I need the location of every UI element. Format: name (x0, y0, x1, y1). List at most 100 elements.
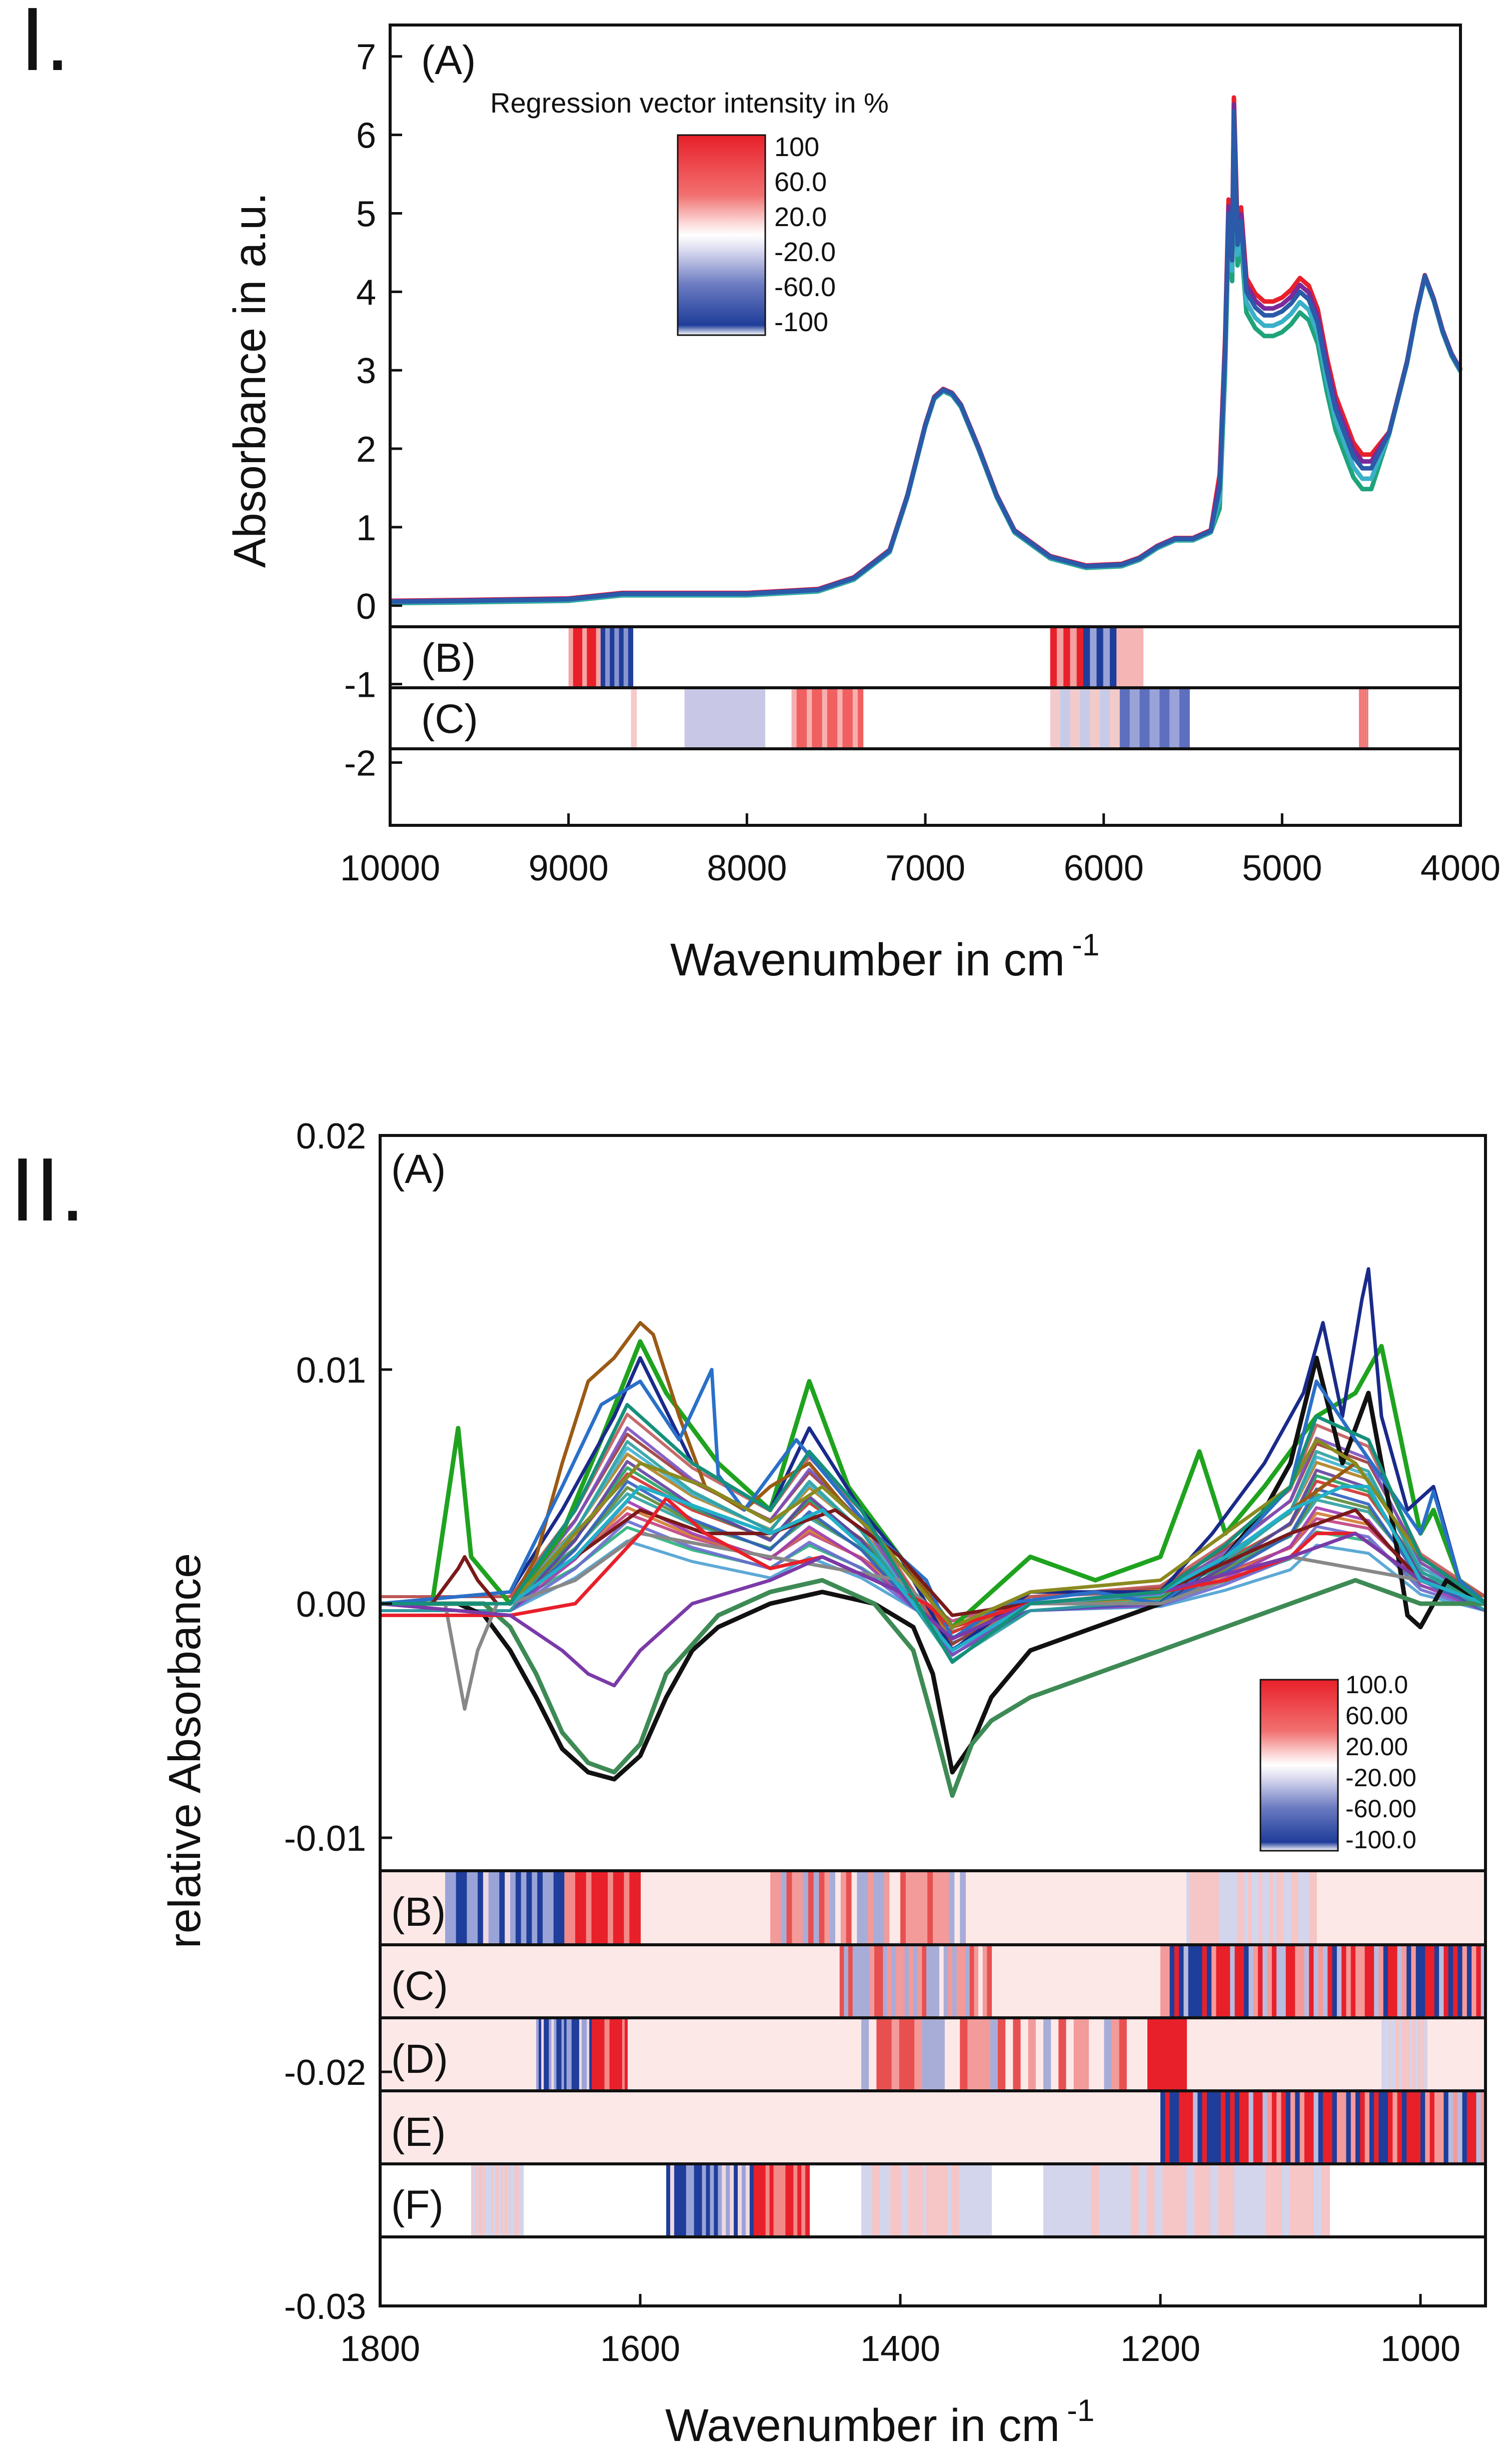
regression-band-ii (511, 2164, 514, 2237)
regression-band-ii (674, 2164, 679, 2237)
regression-band-ii (1051, 2018, 1059, 2091)
regression-band-ii (1178, 2018, 1180, 2091)
regression-band-ii (998, 2018, 1006, 2091)
regression-band-ii (1013, 2018, 1021, 2091)
regression-band-ii (1210, 2164, 1219, 2237)
regression-band-ii (933, 2164, 938, 2237)
plot-frame-ii (379, 1134, 1487, 2307)
regression-band-ii (1218, 2164, 1227, 2237)
regression-band-i-c (724, 688, 731, 749)
regression-band-i-c (1360, 688, 1361, 749)
regression-band-ii (1420, 2091, 1426, 2164)
y-tick-label-i: 6 (356, 116, 376, 156)
sublabel-ii-d: (D) (391, 2036, 448, 2082)
spectrum-line-i (390, 102, 1462, 604)
regression-band-ii (1415, 1945, 1421, 2018)
regression-band-ii (875, 2164, 880, 2237)
regression-band-ii (904, 2164, 909, 2237)
regression-band-ii (509, 2164, 511, 2237)
sublabel-ii-c: (C) (391, 1963, 448, 2009)
regression-band-ii (954, 1871, 961, 1945)
regression-band-ii (978, 1945, 983, 2018)
regression-band-ii (962, 2164, 967, 2237)
regression-band-i-b (1109, 627, 1117, 688)
regression-band-ii (1318, 2091, 1323, 2164)
regression-band-ii (1169, 1945, 1175, 2018)
regression-band-ii (1202, 2164, 1211, 2237)
regression-band-ii (1409, 2018, 1411, 2091)
regression-band-ii (889, 1871, 896, 1945)
regression-band-ii (1285, 1945, 1291, 2018)
regression-band-ii (1291, 1871, 1295, 1945)
regression-band-ii (517, 2164, 520, 2237)
regression-band-ii (948, 1945, 953, 2018)
regression-band-ii (1174, 2018, 1176, 2091)
regression-band-ii (891, 1945, 897, 2018)
regression-band-i-b (610, 627, 615, 688)
regression-band-ii (865, 1945, 871, 2018)
regression-band-ii (461, 1871, 468, 1945)
regression-band-ii (480, 2164, 482, 2237)
regression-band-ii (1374, 1945, 1379, 2018)
regression-band-ii (478, 1871, 484, 1945)
regression-band-i-b (1116, 627, 1124, 688)
regression-band-ii (614, 2018, 618, 2091)
regression-band-ii (1171, 2018, 1173, 2091)
regression-band-ii (541, 2018, 545, 2091)
regression-band-ii (878, 1945, 884, 2018)
regression-band-ii (1115, 2164, 1123, 2237)
regression-band-i-c (696, 688, 702, 749)
regression-band-ii (803, 1871, 809, 1945)
regression-band-ii (1394, 2018, 1396, 2091)
regression-band-ii (1294, 1871, 1299, 1945)
regression-band-ii (891, 2018, 900, 2091)
regression-band-ii (1258, 2091, 1263, 2164)
regression-band-ii (1401, 2091, 1407, 2164)
regression-band-ii (1309, 2091, 1314, 2164)
regression-band-ii (1295, 2091, 1300, 2164)
regression-band-ii (937, 2164, 941, 2237)
regression-band-ii (1411, 2091, 1416, 2164)
regression-band-ii (477, 2164, 479, 2237)
regression-band-ii (1211, 2091, 1217, 2164)
regression-band-i-b (623, 627, 629, 688)
regression-band-ii (599, 2018, 603, 2091)
regression-band-ii (797, 1871, 803, 1945)
regression-band-i-b (1103, 627, 1110, 688)
regression-band-ii (897, 2164, 902, 2237)
regression-band-ii (571, 2018, 575, 2091)
regression-band-ii (1178, 2164, 1187, 2237)
regression-band-ii (1182, 2018, 1184, 2091)
regression-band-ii (1193, 1871, 1198, 1945)
regression-band-ii (488, 1871, 495, 1945)
regression-band-i-c (753, 688, 760, 749)
regression-band-ii (984, 2164, 988, 2237)
sublabels-ii: (A) (B) (C) (D) (E) (F) (391, 1146, 448, 2228)
x-tick-label-i: 9000 (529, 848, 609, 888)
regression-band-ii (1161, 2018, 1163, 2091)
regression-band-ii (624, 1871, 630, 1945)
regression-band-ii (1332, 2091, 1337, 2164)
regression-band-ii (483, 1871, 489, 1945)
regression-band-ii (1250, 2164, 1258, 2237)
x-ticks-i: 10000 9000 8000 7000 6000 5000 4000 (340, 813, 1500, 888)
regression-band-i-b (573, 627, 579, 688)
regression-band-ii (869, 2018, 877, 2091)
regression-band-ii (1247, 1871, 1252, 1945)
regression-band-ii (1443, 1945, 1449, 2018)
regression-band-ii (1219, 1871, 1223, 1945)
spectrum-line-ii (380, 1508, 1486, 1617)
regression-band-ii (1229, 1871, 1234, 1945)
x-tick-label-i: 8000 (707, 848, 787, 888)
regression-band-ii (1183, 2091, 1189, 2164)
regression-band-ii (1276, 1871, 1281, 1945)
colorbar-label-ii-3: 20.00 (1345, 1733, 1408, 1761)
y-tick-label-ii: 0.00 (296, 1585, 366, 1625)
regression-band-ii (1378, 1945, 1384, 2018)
regression-band-ii (887, 1945, 892, 2018)
regression-band-ii (1439, 2091, 1444, 2164)
regression-band-i-b (1056, 627, 1064, 688)
regression-band-i-c (796, 688, 802, 749)
colorbar-label-ii-2: 60.00 (1345, 1702, 1408, 1730)
regression-band-ii (1401, 2018, 1403, 2091)
